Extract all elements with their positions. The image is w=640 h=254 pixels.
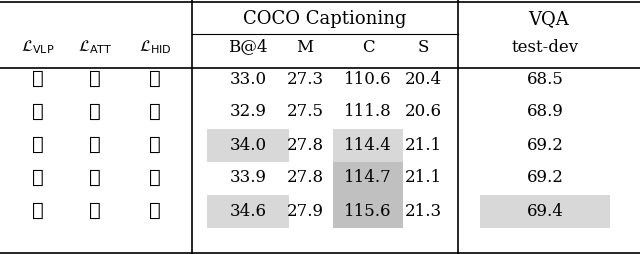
Text: test-dev: test-dev	[511, 39, 579, 56]
Text: ✗: ✗	[32, 169, 44, 187]
Text: 21.3: 21.3	[404, 202, 442, 219]
Text: ✗: ✗	[149, 70, 161, 88]
Bar	[480, 195, 610, 228]
Bar	[333, 162, 403, 195]
Text: 34.6: 34.6	[230, 202, 266, 219]
Text: ✓: ✓	[149, 169, 161, 187]
Text: ✓: ✓	[32, 136, 44, 154]
Text: 33.0: 33.0	[229, 71, 267, 87]
Bar	[207, 129, 289, 162]
Bar	[333, 195, 403, 228]
Text: ✓: ✓	[149, 202, 161, 220]
Text: S: S	[417, 39, 429, 56]
Text: 27.3: 27.3	[287, 71, 324, 87]
Text: 68.5: 68.5	[527, 71, 563, 87]
Text: 110.6: 110.6	[344, 71, 392, 87]
Text: M: M	[296, 39, 314, 56]
Text: ✓: ✓	[89, 202, 101, 220]
Text: 27.8: 27.8	[287, 136, 324, 153]
Text: 114.7: 114.7	[344, 169, 392, 186]
Text: 27.5: 27.5	[287, 103, 323, 120]
Text: 111.8: 111.8	[344, 103, 392, 120]
Text: 115.6: 115.6	[344, 202, 392, 219]
Text: 69.4: 69.4	[527, 202, 563, 219]
Text: COCO Captioning: COCO Captioning	[243, 10, 407, 28]
Bar	[333, 129, 403, 162]
Text: 21.1: 21.1	[404, 169, 442, 186]
Text: VQA: VQA	[529, 10, 570, 28]
Text: ✓: ✓	[149, 136, 161, 154]
Text: ✓: ✓	[89, 103, 101, 121]
Text: 114.4: 114.4	[344, 136, 392, 153]
Text: 68.9: 68.9	[527, 103, 563, 120]
Text: ✓: ✓	[32, 103, 44, 121]
Text: ✗: ✗	[149, 103, 161, 121]
Text: 21.1: 21.1	[404, 136, 442, 153]
Text: ✗: ✗	[89, 136, 101, 154]
Text: $\mathcal{L}_{\mathsf{VLP}}$: $\mathcal{L}_{\mathsf{VLP}}$	[21, 38, 55, 56]
Text: ✓: ✓	[89, 169, 101, 187]
Text: 27.8: 27.8	[287, 169, 324, 186]
Text: 34.0: 34.0	[229, 136, 267, 153]
Text: 20.6: 20.6	[404, 103, 442, 120]
Text: C: C	[362, 39, 374, 56]
Text: 20.4: 20.4	[404, 71, 442, 87]
Text: 69.2: 69.2	[527, 136, 563, 153]
Text: $\mathcal{L}_{\mathsf{ATT}}$: $\mathcal{L}_{\mathsf{ATT}}$	[77, 38, 112, 56]
Text: 33.9: 33.9	[230, 169, 266, 186]
Text: ✓: ✓	[32, 70, 44, 88]
Text: B@4: B@4	[228, 39, 268, 56]
Text: ✓: ✓	[32, 202, 44, 220]
Bar	[207, 195, 289, 228]
Text: 69.2: 69.2	[527, 169, 563, 186]
Text: 32.9: 32.9	[230, 103, 266, 120]
Text: ✗: ✗	[89, 70, 101, 88]
Text: 27.9: 27.9	[287, 202, 323, 219]
Text: $\mathcal{L}_{\mathsf{HID}}$: $\mathcal{L}_{\mathsf{HID}}$	[139, 38, 172, 56]
